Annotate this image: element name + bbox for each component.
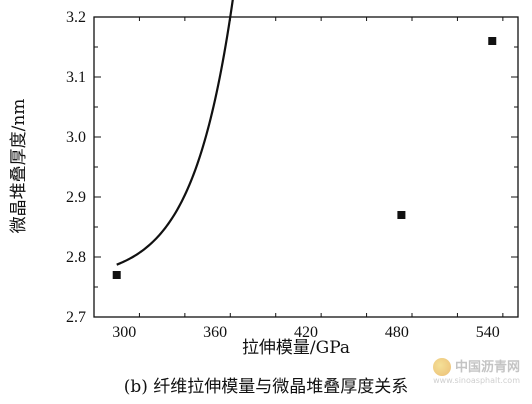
y-tick-label: 2.9 bbox=[66, 189, 86, 206]
watermark-text: 中国沥青网 bbox=[454, 360, 520, 375]
watermark-url: www.sinoasphalt.com bbox=[433, 375, 520, 385]
y-tick-label: 3.2 bbox=[66, 9, 86, 26]
x-tick-label: 420 bbox=[294, 324, 318, 341]
x-axis-title: 拉伸模量/GPa bbox=[242, 338, 350, 358]
fit-curve-line bbox=[116, 0, 234, 266]
x-tick-label: 360 bbox=[203, 324, 227, 341]
watermark: 中国沥青网 www.sinoasphalt.com bbox=[432, 356, 520, 385]
y-axis-title: 微晶堆叠厚度/nm bbox=[9, 99, 29, 234]
y-tick-label: 3.0 bbox=[66, 129, 86, 146]
watermark-logo-icon bbox=[432, 357, 451, 376]
x-tick-label: 300 bbox=[112, 324, 136, 341]
data-point-marker bbox=[397, 211, 406, 219]
y-tick-label: 3.1 bbox=[66, 69, 86, 86]
y-tick-label: 2.7 bbox=[66, 309, 86, 326]
y-tick-label: 2.8 bbox=[66, 249, 86, 266]
data-point-marker bbox=[488, 37, 497, 45]
figure-caption: (b) 纤维拉伸模量与微晶堆叠厚度关系 bbox=[123, 377, 409, 397]
data-point-marker bbox=[112, 271, 121, 279]
x-tick-label: 540 bbox=[476, 324, 500, 341]
plot-frame bbox=[93, 16, 519, 318]
x-tick-label: 480 bbox=[385, 324, 409, 341]
chart: 300 360 420 480 540 2.7 2.8 2.9 3.0 3.1 3.2 微晶堆叠厚度… bbox=[9, 0, 519, 358]
